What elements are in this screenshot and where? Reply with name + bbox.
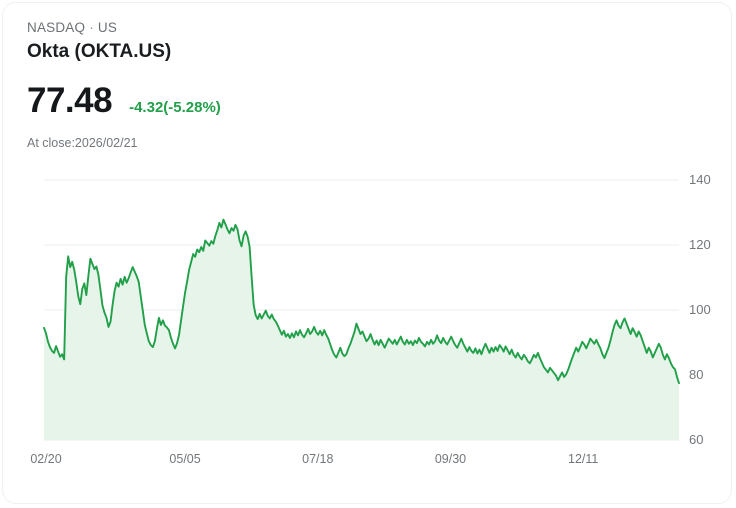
page-title: Okta (OKTA.US) (27, 41, 172, 62)
price-line (43, 218, 680, 385)
x-axis-label: 09/30 (434, 452, 467, 466)
price-value: 77.48 (27, 81, 113, 120)
x-axis: 02/20 05/05 07/18 09/30 12/11 (3, 451, 731, 475)
exchange-name: NASDAQ (27, 20, 86, 35)
price-chart[interactable]: 140 120 100 80 60 02/20 05/05 07/18 09/30 12/11 (3, 163, 732, 483)
y-axis-label: 60 (689, 432, 704, 447)
x-axis-label: 05/05 (169, 452, 201, 466)
exchange-region: US (97, 20, 118, 35)
x-axis-label: 12/11 (568, 452, 599, 466)
y-axis-label: 120 (689, 237, 711, 252)
price-area-fill (44, 219, 679, 440)
y-axis-label: 80 (689, 367, 704, 382)
y-axis: 140 120 100 80 60 (689, 163, 731, 453)
x-axis-label: 07/18 (302, 452, 334, 466)
price-row: 77.48 -4.32(-5.28%) (27, 81, 627, 121)
price-change: -4.32(-5.28%) (129, 99, 221, 116)
price-chart-svg[interactable] (3, 163, 732, 463)
y-axis-label: 100 (689, 302, 711, 317)
y-axis-label: 140 (689, 172, 711, 187)
x-axis-label: 02/20 (30, 452, 62, 466)
exchange-line: NASDAQ · US (27, 19, 627, 37)
quote-header: NASDAQ · US Okta (OKTA.US) 77.48 -4.32(-5.… (27, 19, 627, 151)
market-status-note: At close:2026/02/21 (27, 136, 138, 150)
exchange-separator: · (89, 20, 94, 35)
